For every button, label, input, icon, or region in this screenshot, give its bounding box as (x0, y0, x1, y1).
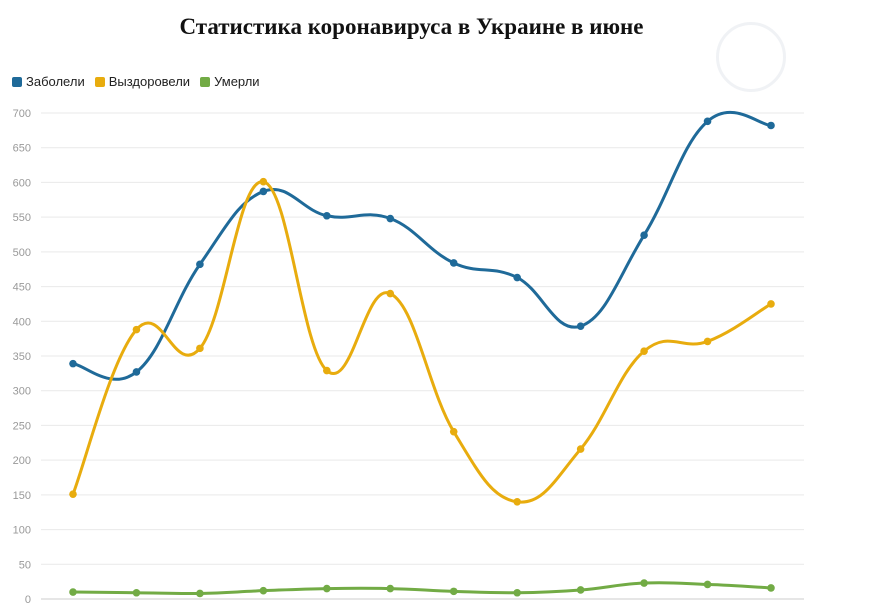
data-point-0-4 (323, 211, 331, 220)
series-line-2 (71, 581, 773, 596)
data-point-2-1 (132, 588, 141, 597)
y-tick-label-13: 650 (13, 143, 31, 155)
data-point-0-7 (513, 273, 521, 282)
data-point-1-3 (259, 177, 268, 186)
data-point-0-1 (132, 368, 141, 376)
data-point-2-3 (259, 586, 268, 595)
y-tick-label-4: 200 (13, 455, 31, 467)
data-point-2-4 (323, 584, 331, 593)
legend-label-2: Умерли (214, 74, 260, 89)
data-point-1-4 (323, 366, 331, 375)
y-tick-label-5: 250 (13, 420, 31, 432)
chart-title: Статистика коронавируса в Украине в июне (179, 14, 644, 39)
data-point-2-11 (767, 584, 775, 592)
data-point-0-6 (449, 259, 458, 267)
data-point-2-9 (640, 579, 648, 587)
y-tick-label-8: 400 (13, 316, 31, 328)
y-tick-label-2: 100 (13, 525, 31, 537)
data-point-1-0 (69, 490, 77, 498)
legend-item-2[interactable]: Умерли (200, 74, 260, 89)
data-point-2-6 (449, 587, 458, 596)
y-tick-label-1: 50 (19, 559, 31, 571)
data-point-1-10 (703, 337, 712, 346)
data-point-1-9 (640, 347, 648, 355)
legend-label-0: Заболели (26, 74, 85, 89)
data-point-0-10 (703, 117, 712, 126)
data-point-2-0 (69, 588, 77, 596)
data-point-2-8 (576, 586, 585, 594)
y-tick-label-3: 150 (13, 490, 31, 502)
y-tick-label-14: 700 (13, 108, 31, 120)
legend-swatch-0 (12, 76, 22, 87)
y-tick-label-6: 300 (13, 386, 31, 398)
y-tick-label-7: 350 (13, 351, 31, 363)
data-point-0-8 (576, 322, 585, 330)
legend-swatch-1 (94, 76, 105, 87)
data-point-1-11 (767, 300, 775, 308)
data-point-2-10 (703, 580, 712, 589)
y-tick-label-11: 550 (13, 212, 31, 224)
data-point-1-5 (386, 289, 395, 298)
series-line-1 (71, 180, 773, 504)
legend-swatch-2 (200, 76, 211, 87)
data-point-0-5 (386, 214, 395, 223)
data-point-1-8 (576, 445, 585, 453)
data-point-2-5 (386, 584, 395, 593)
y-tick-label-0: 0 (25, 594, 31, 606)
legend-item-0[interactable]: Заболели (12, 74, 85, 89)
data-point-2-7 (513, 588, 521, 597)
series-line-0 (71, 110, 773, 381)
data-point-1-7 (513, 498, 521, 506)
y-tick-label-9: 450 (13, 282, 31, 294)
data-point-1-6 (449, 427, 458, 436)
data-point-0-11 (767, 121, 775, 130)
y-tick-label-10: 500 (13, 247, 31, 259)
data-point-0-9 (640, 231, 648, 239)
data-point-1-1 (132, 325, 141, 334)
data-point-2-2 (196, 589, 204, 598)
chart-legend: Заболели Выздоровели Умерли (12, 74, 260, 89)
data-point-0-0 (69, 359, 77, 368)
data-point-0-3 (259, 187, 268, 196)
watermark-logo-icon (716, 22, 786, 92)
data-point-1-2 (196, 344, 204, 353)
data-point-0-2 (196, 260, 204, 269)
legend-item-1[interactable]: Выздоровели (94, 74, 191, 89)
y-tick-label-12: 600 (13, 177, 31, 189)
legend-label-1: Выздоровели (108, 74, 191, 89)
